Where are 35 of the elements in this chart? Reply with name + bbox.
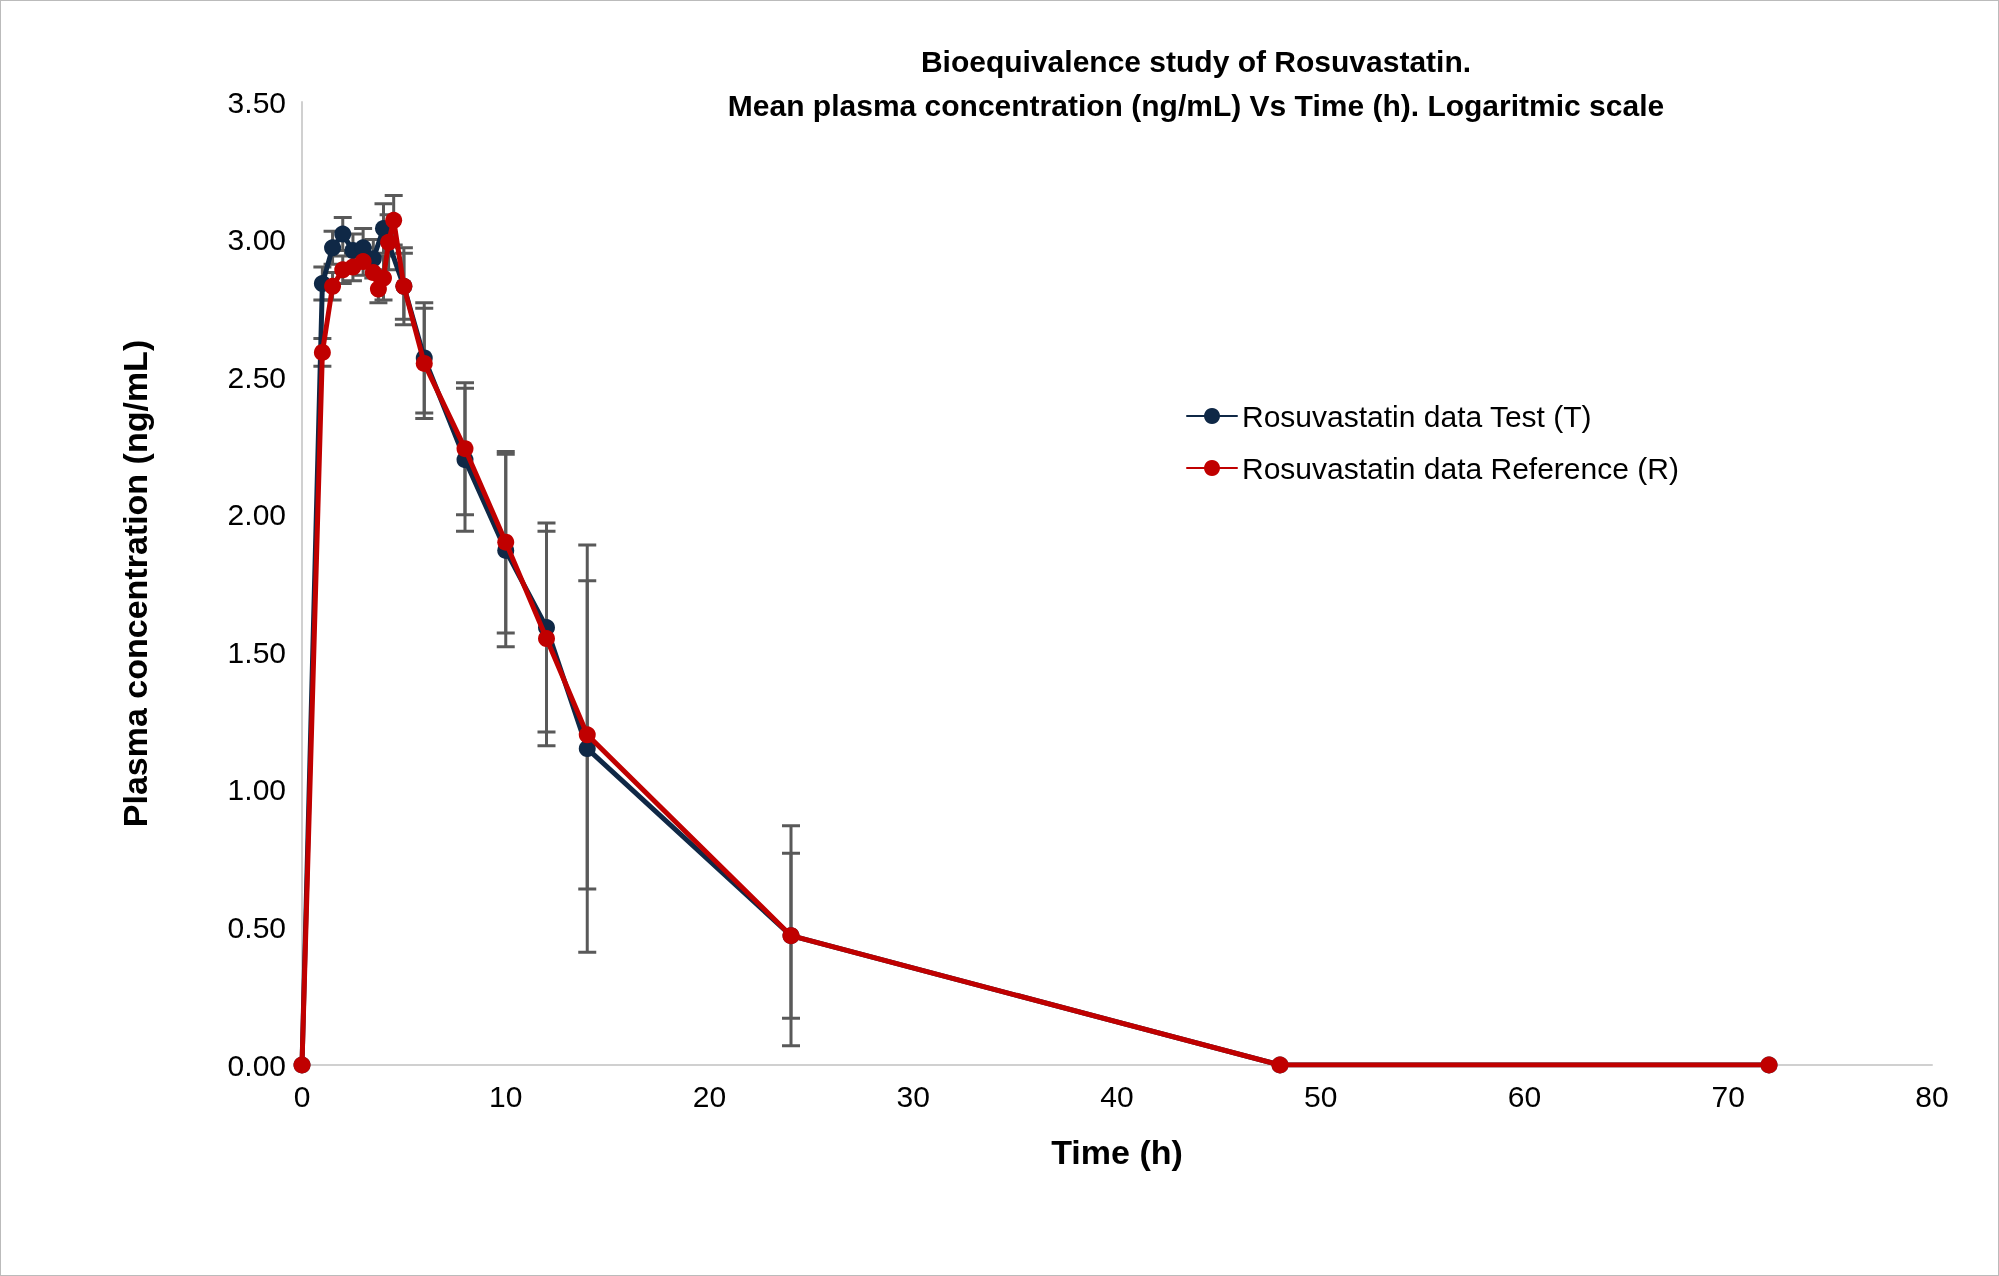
point [324,277,342,295]
point [456,440,474,458]
x-tick-label: 40 [1100,1079,1134,1113]
y-tick-label: 2.00 [227,498,286,532]
x-tick-label: 50 [1304,1079,1338,1113]
legend-label: Rosuvastatin data Test (T) [1242,399,1592,433]
y-tick-label: 1.00 [227,773,286,807]
x-tick-label: 20 [692,1079,727,1113]
x-tick-label: 80 [1915,1079,1949,1113]
legend-label: Rosuvastatin data Reference (R) [1242,451,1679,485]
chart-subtitle: Mean plasma concentration (ng/mL) Vs Time (h). Logaritmic scale [727,88,1665,122]
y-tick-label: 3.50 [227,85,286,119]
point [313,343,331,361]
x-tick-label: 60 [1507,1079,1542,1113]
x-tick-label: 70 [1711,1079,1745,1113]
y-tick-label: 0.50 [227,910,286,944]
point [538,630,555,648]
x-tick-label: 10 [489,1079,523,1113]
x-tick-label: 0 [293,1079,311,1113]
point [354,253,372,271]
chart-title: Bioequivalence study of Rosuvastatin. [920,44,1472,78]
y-tick-label: 1.50 [227,635,286,669]
point [415,354,433,372]
point [380,233,398,251]
x-tick-label: 30 [896,1079,930,1113]
point [324,239,342,257]
point [385,211,403,229]
y-tick-label: 0.00 [227,1048,286,1082]
point [334,225,352,243]
x-axis-title: Time (h) [1051,1133,1183,1171]
y-axis-title: Plasma concentration (ng/mL) [116,339,154,828]
y-tick-label: 3.00 [227,223,286,257]
y-tick-label: 2.50 [227,360,286,394]
point [578,726,596,744]
point [497,533,515,551]
